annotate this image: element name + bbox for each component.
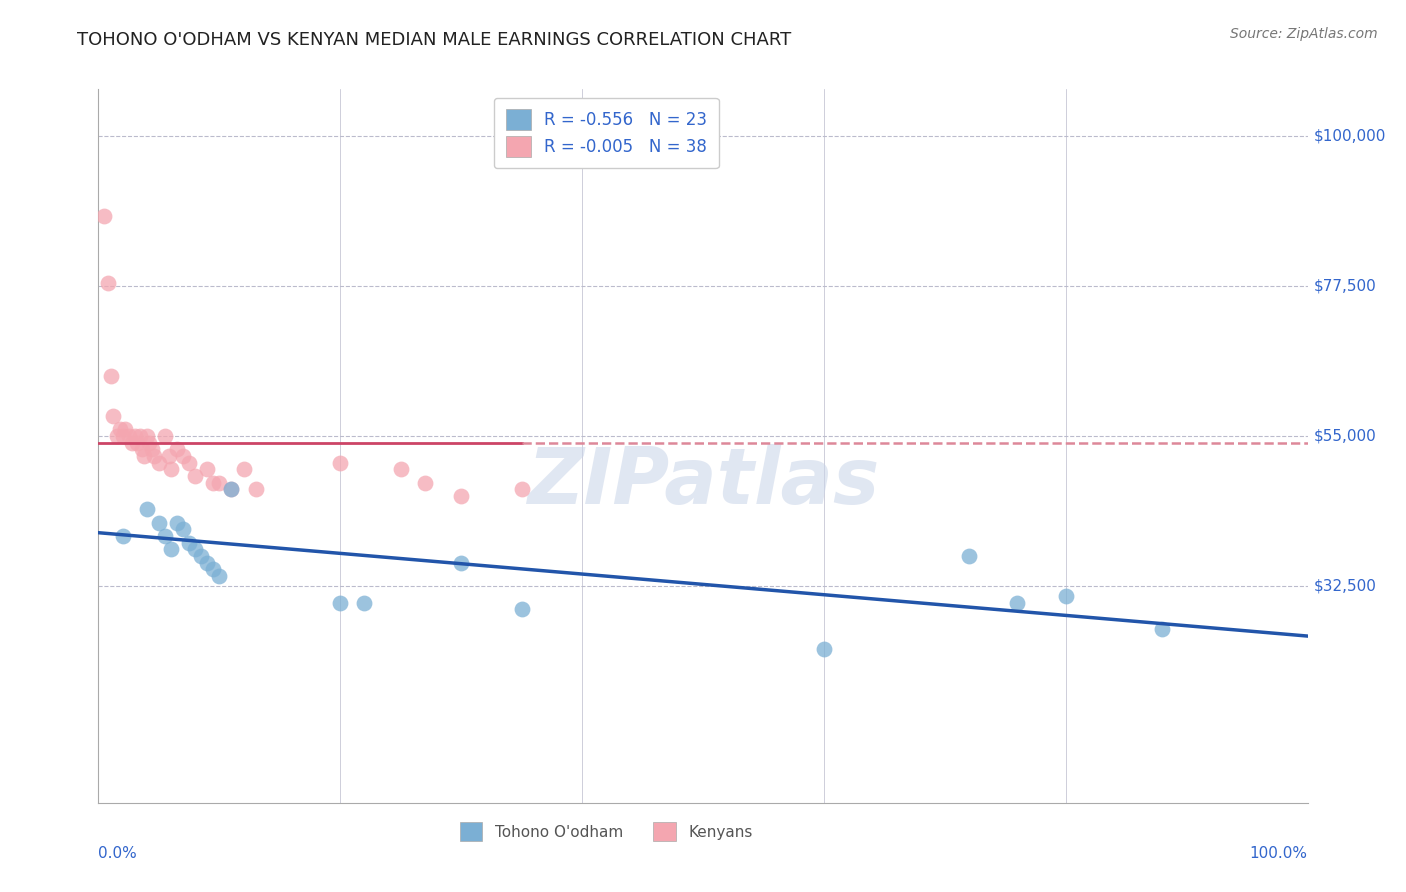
Text: 0.0%: 0.0% [98,846,138,861]
Point [143,449,166,463]
Point [114,422,136,436]
Point [232,462,254,476]
Text: TOHONO O'ODHAM VS KENYAN MEDIAN MALE EARNINGS CORRELATION CHART: TOHONO O'ODHAM VS KENYAN MEDIAN MALE EAR… [77,31,792,49]
Point [202,562,225,576]
Point [957,549,980,563]
Point [179,535,201,549]
Point [97,276,120,290]
Point [184,542,207,557]
Point [813,642,835,657]
Point [160,462,183,476]
Point [353,596,375,610]
Point [153,429,176,443]
Point [450,556,472,570]
Point [510,483,533,497]
Point [195,556,218,570]
Point [166,516,188,530]
Point [148,456,170,470]
Text: $32,500: $32,500 [1313,579,1376,593]
Point [1054,589,1077,603]
Point [108,422,131,436]
Point [172,522,194,536]
Point [157,449,180,463]
Point [166,442,188,457]
Point [184,469,207,483]
Point [329,596,352,610]
Point [101,409,124,423]
Point [208,475,231,490]
Point [245,483,267,497]
Legend: Tohono O'odham, Kenyans: Tohono O'odham, Kenyans [451,814,761,848]
Point [118,429,141,443]
Point [134,449,156,463]
Point [329,456,352,470]
Point [1007,596,1029,610]
Point [190,549,212,563]
Point [100,368,122,383]
Point [413,475,436,490]
Text: $77,500: $77,500 [1313,278,1376,293]
Point [153,529,176,543]
Point [195,462,218,476]
Text: $55,000: $55,000 [1313,428,1376,443]
Point [124,429,146,443]
Point [510,602,533,616]
Point [93,209,115,223]
Point [202,475,225,490]
Point [135,502,157,516]
Point [135,429,157,443]
Point [141,442,163,457]
Point [121,435,143,450]
Point [1152,623,1174,637]
Point [160,542,183,557]
Point [148,516,170,530]
Point [208,569,231,583]
Point [221,483,243,497]
Point [179,456,201,470]
Point [111,529,134,543]
Point [131,442,153,457]
Text: 100.0%: 100.0% [1250,846,1308,861]
Point [128,429,150,443]
Point [105,429,128,443]
Point [172,449,194,463]
Point [450,489,472,503]
Text: Source: ZipAtlas.com: Source: ZipAtlas.com [1230,27,1378,41]
Text: ZIPatlas: ZIPatlas [527,443,879,520]
Text: $100,000: $100,000 [1313,128,1386,144]
Point [389,462,412,476]
Point [111,429,134,443]
Point [221,483,243,497]
Point [138,435,160,450]
Point [127,435,149,450]
